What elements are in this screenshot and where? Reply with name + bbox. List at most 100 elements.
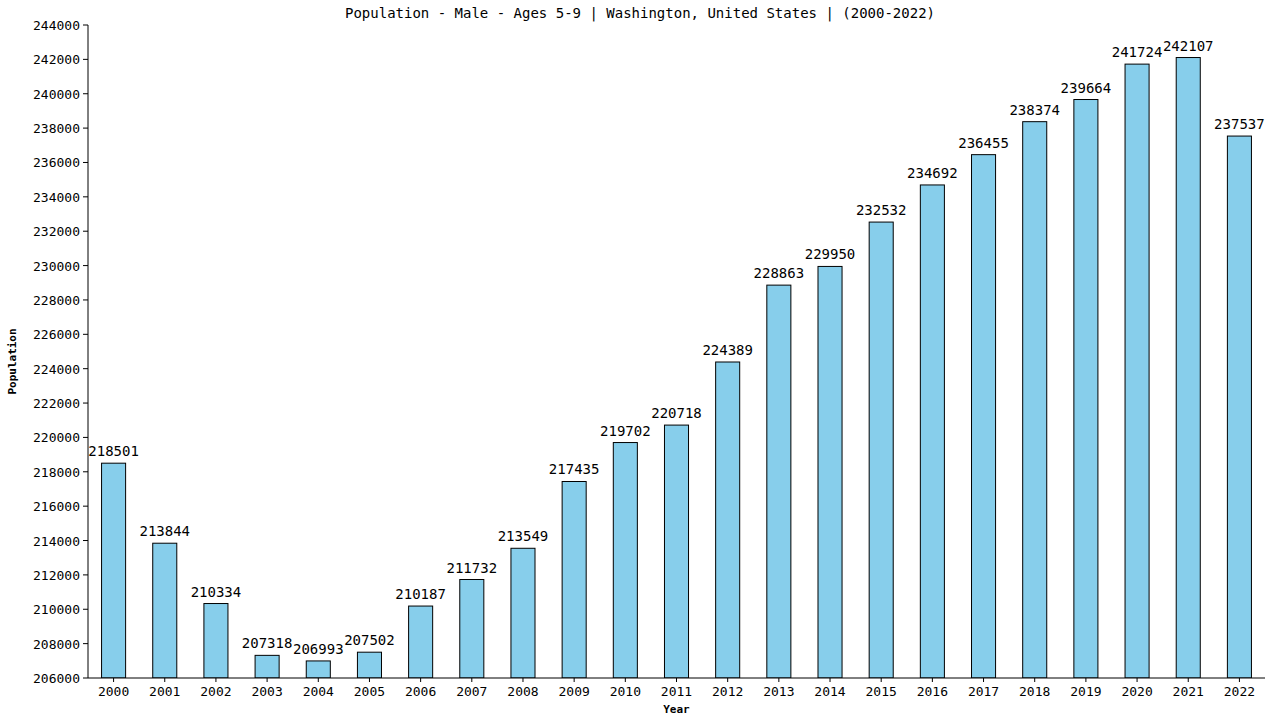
y-tick-label: 206000 (33, 671, 80, 686)
x-tick-label: 2019 (1070, 684, 1101, 699)
x-tick-label: 2002 (200, 684, 231, 699)
data-label: 238374 (1009, 102, 1060, 118)
y-tick-label: 208000 (33, 637, 80, 652)
x-tick-label: 2017 (968, 684, 999, 699)
x-tick-label: 2020 (1121, 684, 1152, 699)
x-tick-label: 2005 (354, 684, 385, 699)
bar (409, 606, 433, 678)
x-tick (522, 678, 523, 682)
data-label: 228863 (754, 265, 805, 281)
bar (920, 185, 944, 678)
x-tick (1239, 678, 1240, 682)
x-tick-label: 2013 (763, 684, 794, 699)
x-tick (1188, 678, 1189, 682)
x-tick-label: 2018 (1019, 684, 1050, 699)
bar (204, 604, 228, 678)
bar (102, 463, 126, 678)
bar (613, 443, 637, 678)
y-tick-label: 230000 (33, 259, 80, 274)
bar (716, 362, 740, 678)
y-tick-label: 244000 (33, 18, 80, 33)
x-tick (983, 678, 984, 682)
data-label: 234692 (907, 165, 958, 181)
y-tick-label: 224000 (33, 362, 80, 377)
y-tick-label: 232000 (33, 224, 80, 239)
bar (1125, 64, 1149, 678)
y-tick (83, 299, 88, 300)
x-tick (215, 678, 216, 682)
x-tick (778, 678, 779, 682)
bar (972, 155, 996, 678)
bar (1227, 136, 1251, 678)
y-tick (83, 128, 88, 129)
y-tick (83, 334, 88, 335)
bar (562, 481, 586, 678)
bar (153, 543, 177, 678)
x-tick-label: 2007 (456, 684, 487, 699)
y-tick (83, 437, 88, 438)
bar (1176, 58, 1200, 678)
y-tick (83, 609, 88, 610)
data-label: 213844 (139, 523, 190, 539)
y-tick (83, 93, 88, 94)
y-tick (83, 231, 88, 232)
y-tick (83, 25, 88, 26)
y-tick (83, 162, 88, 163)
bar (306, 661, 330, 678)
title: Population - Male - Ages 5-9 | Washingto… (345, 5, 935, 22)
x-tick-label: 2006 (405, 684, 436, 699)
y-tick-label: 226000 (33, 327, 80, 342)
x-tick (164, 678, 165, 682)
x-tick-label: 2011 (661, 684, 692, 699)
y-tick-label: 218000 (33, 465, 80, 480)
x-tick (113, 678, 114, 682)
x-tick-label: 2004 (303, 684, 334, 699)
x-tick-label: 2022 (1224, 684, 1255, 699)
y-tick (83, 403, 88, 404)
data-label: 217435 (549, 461, 600, 477)
x-tick-label: 2003 (251, 684, 282, 699)
x-tick-label: 2000 (98, 684, 129, 699)
bar (869, 222, 893, 678)
y-axis-line (88, 25, 89, 678)
x-tick-label: 2008 (507, 684, 538, 699)
x-tick (267, 678, 268, 682)
y-tick-label: 212000 (33, 568, 80, 583)
y-tick (83, 368, 88, 369)
bar (255, 655, 279, 678)
data-label: 211732 (447, 560, 498, 576)
bar (818, 266, 842, 678)
data-label: 241724 (1112, 44, 1163, 60)
bar (460, 580, 484, 678)
y-tick-label: 222000 (33, 396, 80, 411)
x-tick-label: 2009 (558, 684, 589, 699)
data-label: 239664 (1061, 80, 1112, 96)
data-label: 207318 (242, 635, 293, 651)
data-label: 206993 (293, 641, 344, 657)
x-tick (420, 678, 421, 682)
x-tick (318, 678, 319, 682)
data-label: 207502 (344, 632, 395, 648)
data-label: 242107 (1163, 38, 1214, 54)
x-tick-label: 2001 (149, 684, 180, 699)
chart: Population - Male - Ages 5-9 | Washingto… (0, 0, 1280, 720)
y-tick-label: 236000 (33, 155, 80, 170)
y-tick-label: 216000 (33, 499, 80, 514)
y-tick (83, 471, 88, 472)
y-tick (83, 506, 88, 507)
x-tick-label: 2015 (866, 684, 897, 699)
bar (664, 425, 688, 678)
bar (357, 652, 381, 678)
y-tick (83, 196, 88, 197)
data-label: 213549 (498, 528, 549, 544)
y-tick-label: 238000 (33, 121, 80, 136)
data-label: 210334 (191, 584, 242, 600)
data-label: 218501 (88, 443, 139, 459)
y-tick (83, 540, 88, 541)
x-tick (727, 678, 728, 682)
y-tick (83, 265, 88, 266)
x-tick (471, 678, 472, 682)
data-label: 229950 (805, 246, 856, 262)
data-label: 237537 (1214, 116, 1265, 132)
y-tick (83, 643, 88, 644)
